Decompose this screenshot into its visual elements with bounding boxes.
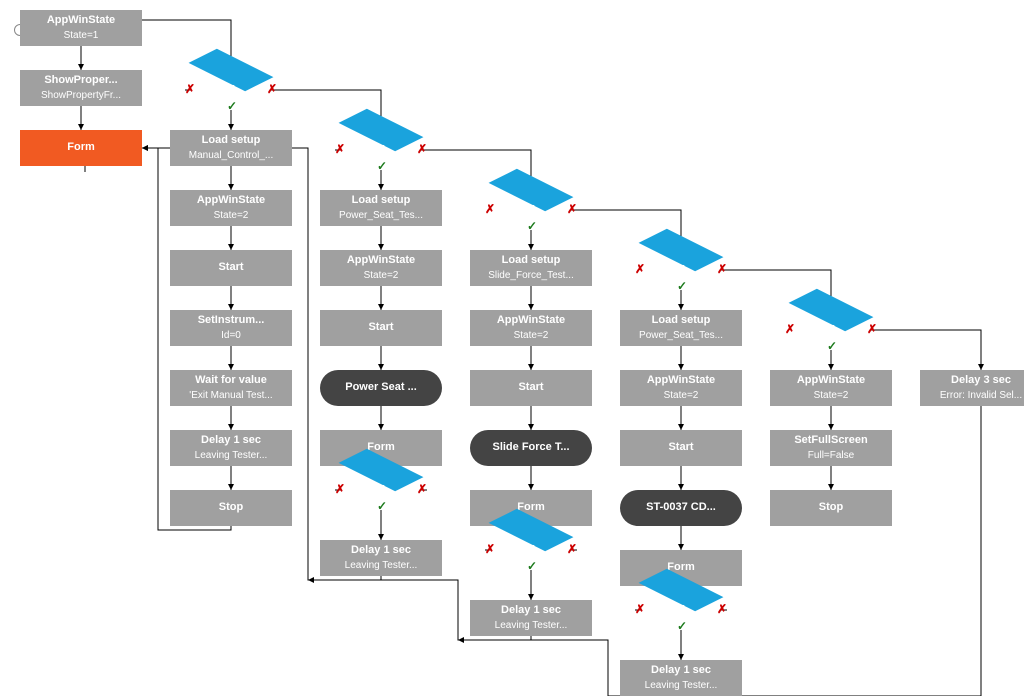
node-title: AppWinState (347, 254, 415, 267)
check-icon: ✓ (527, 220, 537, 232)
node-subtitle: State=2 (514, 330, 549, 342)
node-subtitle: Power_Seat_Tes... (339, 210, 423, 222)
decision-label: If (491, 204, 571, 216)
node-title: Delay 1 sec (501, 604, 561, 617)
check-icon: ✓ (377, 500, 387, 512)
node-n32[interactable]: Delay 3 sec Error: Invalid Sel... (920, 370, 1024, 406)
decision-label: If (491, 544, 571, 556)
node-title: Stop (819, 501, 843, 514)
node-title: AppWinState (47, 14, 115, 27)
check-icon: ✓ (677, 280, 687, 292)
node-n13[interactable]: Start (320, 310, 442, 346)
node-subtitle: Full=False (808, 450, 854, 462)
flowchart-canvas: AppWinStateState=1ShowProper...ShowPrope… (0, 0, 1024, 696)
node-subtitle: Leaving Tester... (645, 680, 718, 692)
check-icon: ✓ (377, 160, 387, 172)
decision-label: If (791, 324, 871, 336)
check-icon: ✓ (677, 620, 687, 632)
node-title: AppWinState (797, 374, 865, 387)
node-n2[interactable]: ShowProper... ShowPropertyFr... (20, 70, 142, 106)
node-title: Stop (219, 501, 243, 514)
node-subtitle: Leaving Tester... (195, 450, 268, 462)
node-n5[interactable]: AppWinState State=2 (170, 190, 292, 226)
node-title: Start (218, 261, 243, 274)
node-n7[interactable]: SetInstrum... Id=0 (170, 310, 292, 346)
node-n25[interactable]: Start (620, 430, 742, 466)
node-n29[interactable]: AppWinState State=2 (770, 370, 892, 406)
check-icon: ✓ (827, 340, 837, 352)
node-n17[interactable]: Load setup Slide_Force_Test... (470, 250, 592, 286)
decision-label: If (191, 84, 271, 96)
node-subtitle: Power_Seat_Tes... (639, 330, 723, 342)
node-title: Start (668, 441, 693, 454)
node-title: ST-0037 CD... (646, 501, 716, 514)
node-n23[interactable]: Load setup Power_Seat_Tes... (620, 310, 742, 346)
node-title: Delay 3 sec (951, 374, 1011, 387)
node-n4[interactable]: Load setup Manual_Control_... (170, 130, 292, 166)
node-n3[interactable]: Form (20, 130, 142, 166)
node-title: ShowProper... (44, 74, 117, 87)
node-n11[interactable]: Load setup Power_Seat_Tes... (320, 190, 442, 226)
node-title: Load setup (652, 314, 711, 327)
node-n18[interactable]: AppWinState State=2 (470, 310, 592, 346)
node-title: Load setup (202, 134, 261, 147)
decision-label: If (641, 604, 721, 616)
node-n1[interactable]: AppWinState State=1 (20, 10, 142, 46)
edges-layer (0, 0, 1024, 696)
node-n26[interactable]: ST-0037 CD... (620, 490, 742, 526)
node-title: SetFullScreen (794, 434, 867, 447)
node-n28[interactable]: Delay 1 sec Leaving Tester... (620, 660, 742, 696)
node-n31[interactable]: Stop (770, 490, 892, 526)
node-title: AppWinState (497, 314, 565, 327)
node-subtitle: Leaving Tester... (495, 620, 568, 632)
node-subtitle: State=2 (214, 210, 249, 222)
node-n16[interactable]: Delay 1 sec Leaving Tester... (320, 540, 442, 576)
node-title: Slide Force T... (492, 441, 569, 454)
node-title: Power Seat ... (345, 381, 417, 394)
check-icon: ✓ (527, 560, 537, 572)
node-title: Start (518, 381, 543, 394)
node-n30[interactable]: SetFullScreen Full=False (770, 430, 892, 466)
node-title: Start (368, 321, 393, 334)
node-n20[interactable]: Slide Force T... (470, 430, 592, 466)
node-n6[interactable]: Start (170, 250, 292, 286)
node-subtitle: State=2 (364, 270, 399, 282)
node-n10[interactable]: Stop (170, 490, 292, 526)
node-subtitle: State=1 (64, 30, 99, 42)
node-subtitle: Slide_Force_Test... (488, 270, 574, 282)
node-subtitle: Leaving Tester... (345, 560, 418, 572)
node-n12[interactable]: AppWinState State=2 (320, 250, 442, 286)
decision-label: If (341, 484, 421, 496)
node-title: Delay 1 sec (651, 664, 711, 677)
node-subtitle: 'Exit Manual Test... (189, 390, 272, 402)
node-title: Wait for value (195, 374, 267, 387)
node-title: AppWinState (647, 374, 715, 387)
node-n19[interactable]: Start (470, 370, 592, 406)
node-title: AppWinState (197, 194, 265, 207)
decision-label: If (341, 144, 421, 156)
node-n9[interactable]: Delay 1 sec Leaving Tester... (170, 430, 292, 466)
node-subtitle: State=2 (814, 390, 849, 402)
node-subtitle: Error: Invalid Sel... (940, 390, 1022, 402)
node-subtitle: State=2 (664, 390, 699, 402)
node-n24[interactable]: AppWinState State=2 (620, 370, 742, 406)
node-title: Delay 1 sec (201, 434, 261, 447)
node-title: Load setup (502, 254, 561, 267)
check-icon: ✓ (227, 100, 237, 112)
node-title: Form (67, 141, 95, 154)
node-title: SetInstrum... (198, 314, 265, 327)
decision-label: If (641, 264, 721, 276)
node-n8[interactable]: Wait for value 'Exit Manual Test... (170, 370, 292, 406)
node-subtitle: Manual_Control_... (189, 150, 274, 162)
node-title: Load setup (352, 194, 411, 207)
node-n22[interactable]: Delay 1 sec Leaving Tester... (470, 600, 592, 636)
node-subtitle: Id=0 (221, 330, 241, 342)
node-n14[interactable]: Power Seat ... (320, 370, 442, 406)
node-subtitle: ShowPropertyFr... (41, 90, 121, 102)
node-title: Delay 1 sec (351, 544, 411, 557)
